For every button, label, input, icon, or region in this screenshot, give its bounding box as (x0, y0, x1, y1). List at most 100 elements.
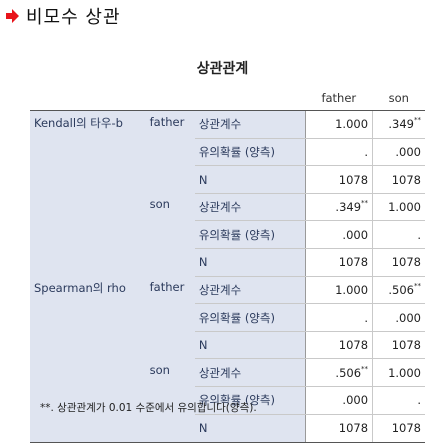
statistic-label: 유의확률 (양측) (194, 220, 306, 250)
variable-label-spacer (145, 386, 195, 415)
table-row: 유의확률 (양측). .000 (30, 138, 425, 167)
value-cell: 1078 (372, 165, 425, 194)
statistic-label: 상관계수 (194, 276, 306, 305)
heading-title: 비모수 상관 (26, 7, 121, 28)
value-cell: . (372, 220, 425, 250)
value-text: .000 (395, 310, 421, 325)
footnote: **. 상관관계가 0.01 수준에서 유의합니다(양측). (40, 402, 257, 414)
value-text: 1078 (338, 338, 369, 353)
statistic-label: 유의확률 (양측) (194, 386, 306, 415)
value-cell: .000 (304, 220, 373, 250)
red-arrow-icon (6, 9, 19, 23)
value-cell: 1.000 (372, 358, 425, 388)
method-label-spacer (30, 165, 146, 194)
value-cell: .000 (372, 138, 425, 167)
value-text: 1078 (391, 255, 421, 270)
correlation-table: father son Kendall의 타우-b father 상관계수 1.000.… (30, 86, 425, 443)
method-label-spacer (30, 248, 146, 277)
table-row: 유의확률 (양측). .000 (30, 303, 425, 332)
value-text: . (417, 227, 421, 242)
statistic-label: 상관계수 (194, 193, 306, 222)
column-header-father: father (305, 86, 373, 111)
statistic-label: N (194, 414, 306, 443)
value-text: . (417, 393, 421, 408)
variable-label: son (145, 358, 195, 387)
variable-label: father (145, 276, 195, 304)
column-header-son: son (372, 86, 425, 111)
value-text: 1078 (391, 172, 421, 187)
value-text: 1.000 (388, 200, 421, 215)
value-cell: .000 (304, 386, 373, 415)
statistic-label: N (194, 248, 306, 277)
value-cell: .349** (372, 110, 425, 139)
value-cell: 1078 (304, 331, 373, 360)
value-text: 1078 (338, 172, 369, 187)
table-row: N 1078 1078 (30, 331, 425, 360)
method-label-spacer (30, 193, 146, 221)
value-cell: .506** (304, 358, 373, 388)
value-text: 1.000 (335, 282, 369, 297)
column-header-row: father son (30, 86, 425, 111)
statistic-label: 상관계수 (194, 358, 306, 388)
value-cell: .349** (304, 193, 373, 222)
value-text: .349 (388, 117, 414, 132)
statistic-label: 유의확률 (양측) (194, 138, 306, 167)
value-cell: 1078 (372, 414, 425, 443)
table-row: 유의확률 (양측) .000. (30, 220, 425, 250)
value-cell: 1.000 (372, 193, 425, 222)
method-label-spacer (30, 220, 146, 249)
statistic-label: 유의확률 (양측) (194, 303, 306, 332)
table-row: Kendall의 타우-b father 상관계수 1.000.349** (30, 110, 425, 139)
value-cell: 1078 (304, 165, 373, 194)
statistic-label: 상관계수 (194, 110, 306, 139)
value-cell: . (304, 303, 373, 332)
variable-label-spacer (145, 414, 195, 443)
value-cell: . (304, 138, 373, 167)
method-label-spacer (30, 303, 146, 332)
value-cell: 1.000 (304, 276, 373, 305)
table-row: son 상관계수 .506** 1.000 (30, 358, 425, 388)
value-text: .000 (342, 227, 369, 242)
value-text: .506 (388, 282, 414, 297)
value-text: .000 (395, 144, 421, 159)
value-cell: 1078 (304, 248, 373, 277)
table-title: 상관관계 (196, 61, 249, 77)
method-label: Spearman의 rho (30, 276, 146, 304)
output-heading: 비모수 상관 (4, 4, 121, 28)
method-label: Kendall의 타우-b (30, 110, 146, 139)
value-cell: .506** (372, 276, 425, 305)
value-cell: 1078 (372, 248, 425, 277)
variable-label-spacer (145, 138, 195, 166)
significance-marker: ** (414, 281, 421, 290)
value-text: 1078 (391, 421, 421, 436)
method-label-spacer (30, 358, 146, 387)
value-text: . (364, 144, 369, 159)
value-text: 1.000 (335, 117, 369, 132)
significance-marker: ** (361, 199, 369, 208)
variable-label-spacer (145, 248, 195, 277)
value-text: .000 (342, 393, 369, 408)
table-body: Kendall의 타우-b father 상관계수 1.000.349** 유의확률 (… (30, 110, 425, 443)
significance-marker: ** (361, 364, 369, 373)
value-text: 1078 (391, 338, 421, 353)
table-row: son 상관계수 .349** 1.000 (30, 193, 425, 222)
table-row: N 1078 1078 (30, 165, 425, 194)
table-row: N 1078 1078 (30, 248, 425, 277)
value-cell: 1.000 (304, 110, 373, 139)
significance-marker: ** (414, 116, 421, 125)
value-cell: . (372, 386, 425, 415)
variable-label: son (145, 193, 195, 221)
method-label-spacer (30, 331, 146, 359)
value-text: 1078 (338, 421, 369, 436)
value-cell: .000 (372, 303, 425, 332)
method-label-spacer (30, 138, 146, 166)
variable-label: father (145, 110, 195, 139)
value-text: . (364, 310, 369, 325)
value-cell: 1078 (372, 331, 425, 360)
variable-label-spacer (145, 165, 195, 194)
table-row: 유의확률 (양측) .000. (30, 386, 425, 415)
statistic-label: N (194, 165, 306, 194)
value-text: 1.000 (388, 365, 421, 380)
method-label-spacer (30, 414, 146, 443)
method-label-spacer (30, 386, 146, 415)
